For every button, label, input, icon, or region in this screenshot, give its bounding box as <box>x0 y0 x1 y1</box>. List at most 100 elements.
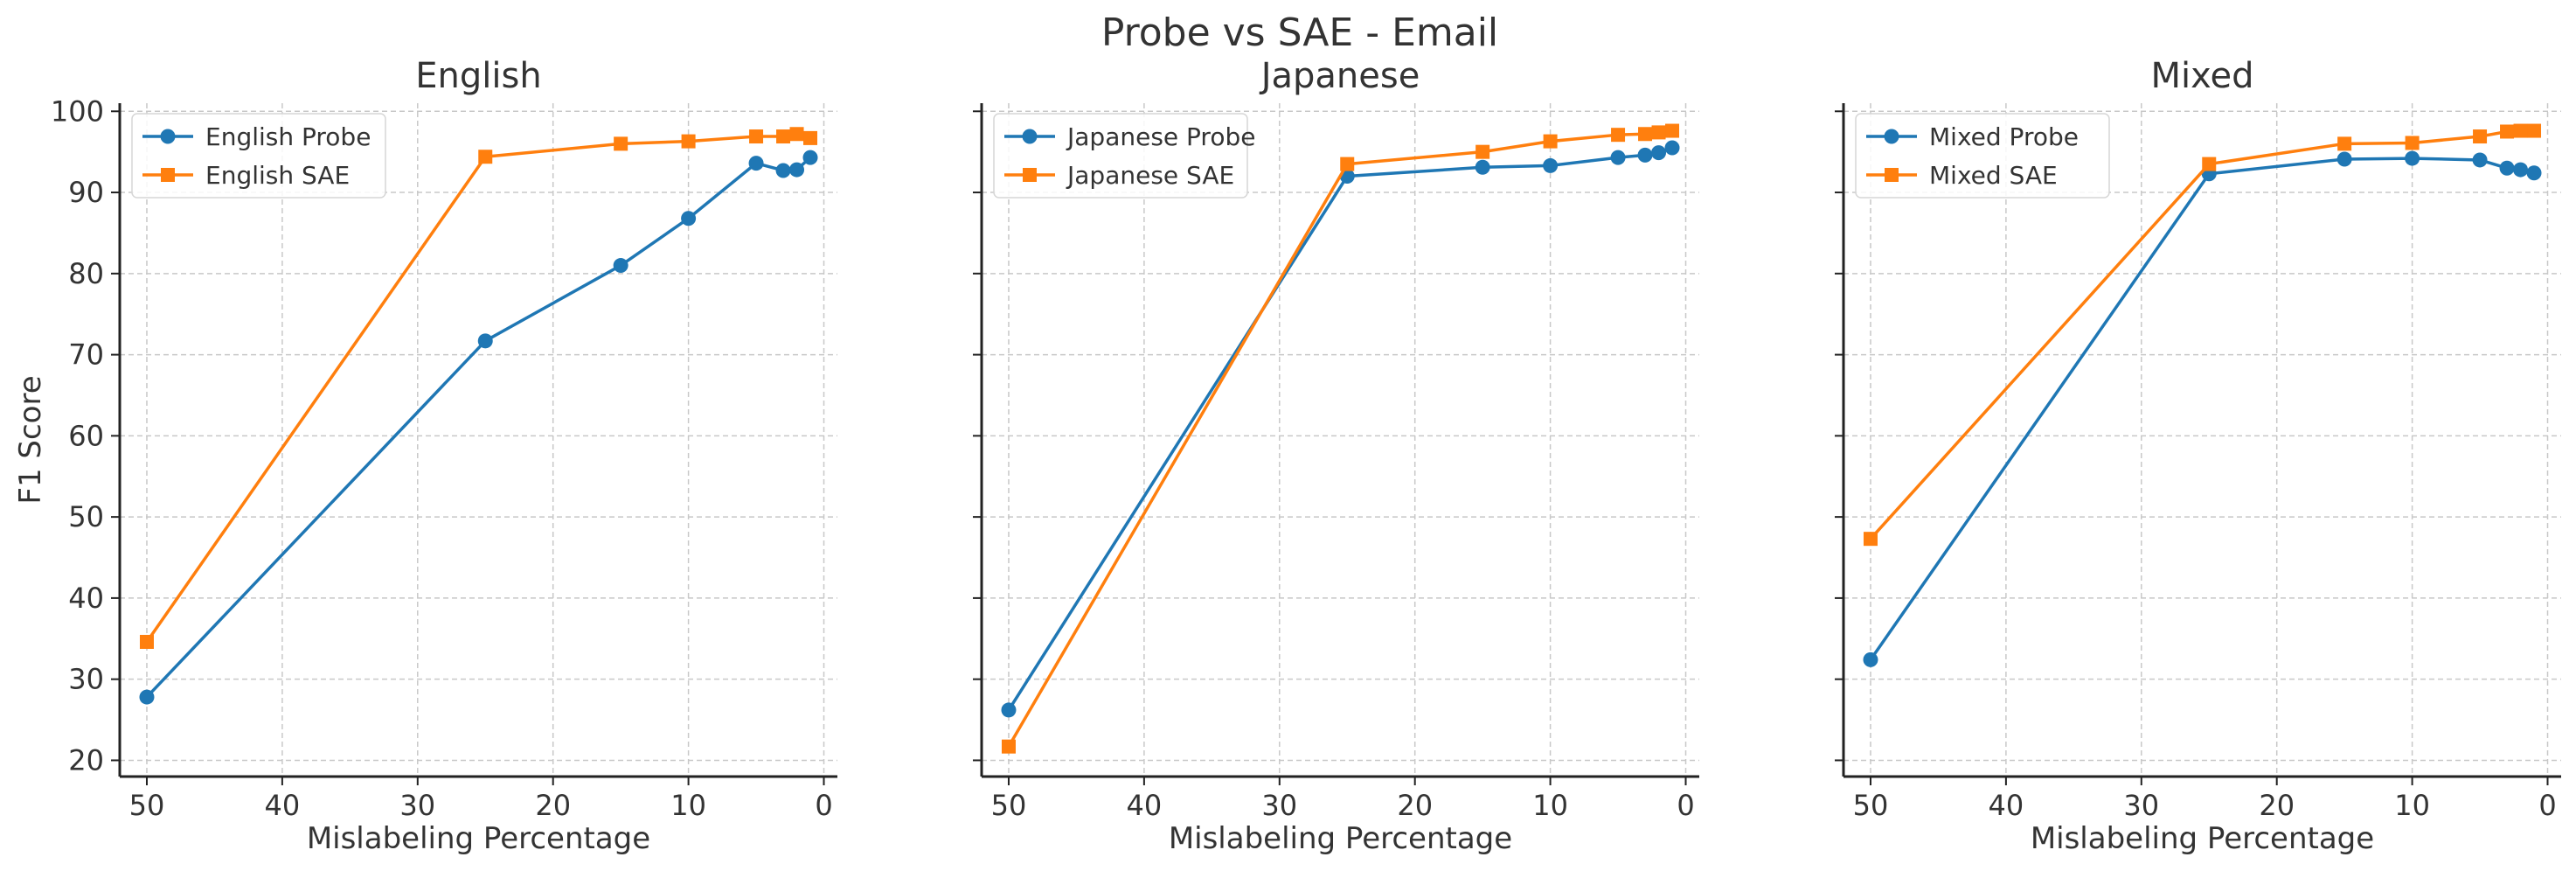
x-axis-label: Mislabeling Percentage <box>307 821 650 856</box>
data-point <box>789 127 804 142</box>
data-point <box>2337 136 2352 151</box>
data-point <box>1637 147 1653 163</box>
data-point <box>1475 144 1490 159</box>
x-tick-label: 0 <box>2538 789 2556 822</box>
data-point <box>748 156 764 171</box>
data-point <box>2527 123 2542 138</box>
data-point <box>2405 136 2420 150</box>
data-point <box>802 150 818 165</box>
legend-marker <box>160 129 176 144</box>
data-point <box>477 333 493 349</box>
legend-marker <box>1885 168 1899 182</box>
x-tick-label: 20 <box>535 789 571 822</box>
x-tick-label: 50 <box>129 789 165 822</box>
data-point <box>2513 162 2529 178</box>
panel-title: Japanese <box>1259 56 1420 96</box>
x-tick-label: 50 <box>1853 789 1889 822</box>
legend-label: Japanese SAE <box>1066 161 1234 190</box>
figure-title: Probe vs SAE - Email <box>1101 10 1498 55</box>
x-tick-label: 40 <box>265 789 301 822</box>
y-axis-label: F1 Score <box>13 375 48 504</box>
x-tick-label: 40 <box>1127 789 1163 822</box>
x-tick-label: 10 <box>670 789 706 822</box>
x-tick-label: 40 <box>1989 789 2024 822</box>
english-probe-series <box>139 150 818 705</box>
y-tick-label: 100 <box>51 94 104 128</box>
legend-marker <box>1022 129 1038 144</box>
japanese-probe-line <box>1007 146 1673 711</box>
y-tick-label: 20 <box>68 743 104 777</box>
data-point <box>2473 129 2488 144</box>
data-point <box>614 136 628 151</box>
mixed-probe-series <box>1863 150 2542 667</box>
data-point <box>478 150 493 164</box>
japanese-sae-line <box>1007 129 1673 748</box>
legend: Mixed Probe Mixed SAE <box>1855 113 2110 199</box>
japanese-sae-series <box>1001 123 1680 754</box>
x-tick-label: 0 <box>1677 789 1694 822</box>
data-point <box>681 134 696 149</box>
x-tick-label: 30 <box>2123 789 2159 822</box>
x-tick-label: 20 <box>1397 789 1433 822</box>
english-panel: 50 40 30 20 10 02030405060708090100EnglishMis… <box>51 56 837 856</box>
data-point <box>2472 152 2488 168</box>
legend-label: Mixed Probe <box>1929 122 2079 151</box>
y-tick-label: 90 <box>68 176 104 209</box>
panel-title: English <box>415 56 541 96</box>
data-point <box>1475 159 1490 175</box>
y-tick-label: 40 <box>68 582 104 615</box>
mixed-panel: 50 40 30 20 10 0 Mixed Mislabeling Percentage Mi… <box>1835 56 2561 856</box>
data-point <box>1664 140 1680 156</box>
legend: Japanese Probe Japanese SAE <box>993 113 1255 199</box>
data-point <box>1611 128 1626 143</box>
legend-box <box>1855 113 2110 199</box>
y-tick-label: 30 <box>68 663 104 696</box>
y-tick-label: 70 <box>68 338 104 372</box>
legend: English Probe English SAE <box>131 113 386 199</box>
data-point <box>1543 134 1558 149</box>
data-point <box>1651 145 1667 161</box>
x-tick-label: 10 <box>2394 789 2430 822</box>
x-tick-label: 10 <box>1532 789 1568 822</box>
data-point <box>2526 165 2542 181</box>
legend-marker <box>161 168 175 182</box>
legend-box <box>131 113 386 199</box>
data-point <box>2513 123 2528 138</box>
data-point <box>2336 151 2352 167</box>
data-point <box>2202 157 2217 171</box>
english-probe-line <box>145 156 812 699</box>
english-sae-line <box>145 132 811 644</box>
x-tick-label: 0 <box>815 789 832 822</box>
y-tick-label: 60 <box>68 419 104 452</box>
legend-label: English SAE <box>205 161 350 190</box>
data-point <box>1665 123 1680 138</box>
mixed-probe-line <box>1869 157 2535 661</box>
data-point <box>775 163 791 178</box>
x-tick-label: 50 <box>991 789 1027 822</box>
x-tick-label: 20 <box>2259 789 2295 822</box>
data-point <box>776 129 791 144</box>
x-tick-label: 30 <box>1261 789 1297 822</box>
data-point <box>1001 702 1017 718</box>
data-point <box>1863 532 1878 547</box>
legend-label: Japanese Probe <box>1066 122 1255 151</box>
data-point <box>2500 124 2515 139</box>
english-sae-series <box>139 127 818 649</box>
legend-marker <box>1023 168 1037 182</box>
data-point <box>1340 157 1355 171</box>
data-point <box>803 130 818 145</box>
data-point <box>2405 150 2420 166</box>
data-point <box>1001 739 1016 754</box>
data-point <box>2499 160 2515 176</box>
data-point <box>681 211 697 226</box>
data-point <box>749 129 764 144</box>
y-tick-label: 50 <box>68 500 104 533</box>
panel-title: Mixed <box>2150 56 2253 96</box>
data-point <box>1543 157 1559 173</box>
mixed-sae-series <box>1863 123 2542 547</box>
data-point <box>613 258 628 274</box>
legend-label: English Probe <box>205 122 371 151</box>
y-tick-label: 80 <box>68 257 104 290</box>
data-point <box>1610 150 1626 165</box>
